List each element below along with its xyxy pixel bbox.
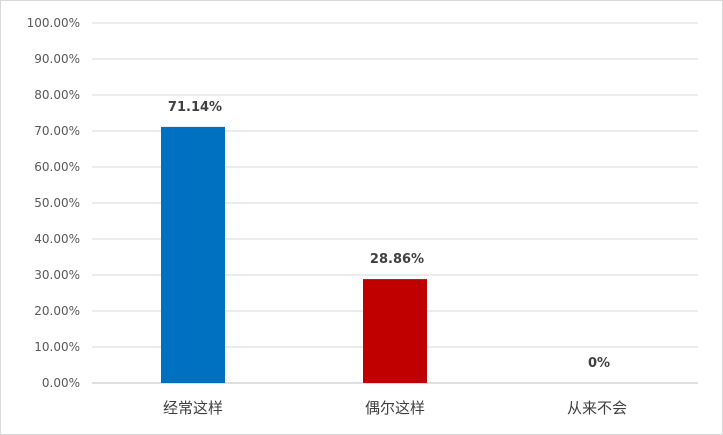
y-tick-label: 80.00% — [34, 88, 80, 102]
data-label: 71.14% — [168, 100, 222, 115]
y-tick-label: 60.00% — [34, 160, 80, 174]
y-tick-label: 100.00% — [27, 16, 80, 30]
data-label: 0% — [588, 356, 610, 371]
y-tick-label: 0.00% — [42, 376, 80, 390]
y-tick-label: 20.00% — [34, 304, 80, 318]
bar — [161, 126, 225, 384]
y-tick-label: 40.00% — [34, 232, 80, 246]
x-category-label: 从来不会 — [567, 399, 627, 417]
y-tick-label: 10.00% — [34, 340, 80, 354]
y-tick-label: 70.00% — [34, 124, 80, 138]
data-label: 28.86% — [370, 252, 424, 267]
y-tick-label: 90.00% — [34, 52, 80, 66]
y-tick-label: 50.00% — [34, 196, 80, 210]
x-category-label: 经常这样 — [163, 399, 223, 417]
bar — [363, 279, 427, 383]
y-tick-label: 30.00% — [34, 268, 80, 282]
x-category-label: 偶尔这样 — [365, 399, 425, 417]
